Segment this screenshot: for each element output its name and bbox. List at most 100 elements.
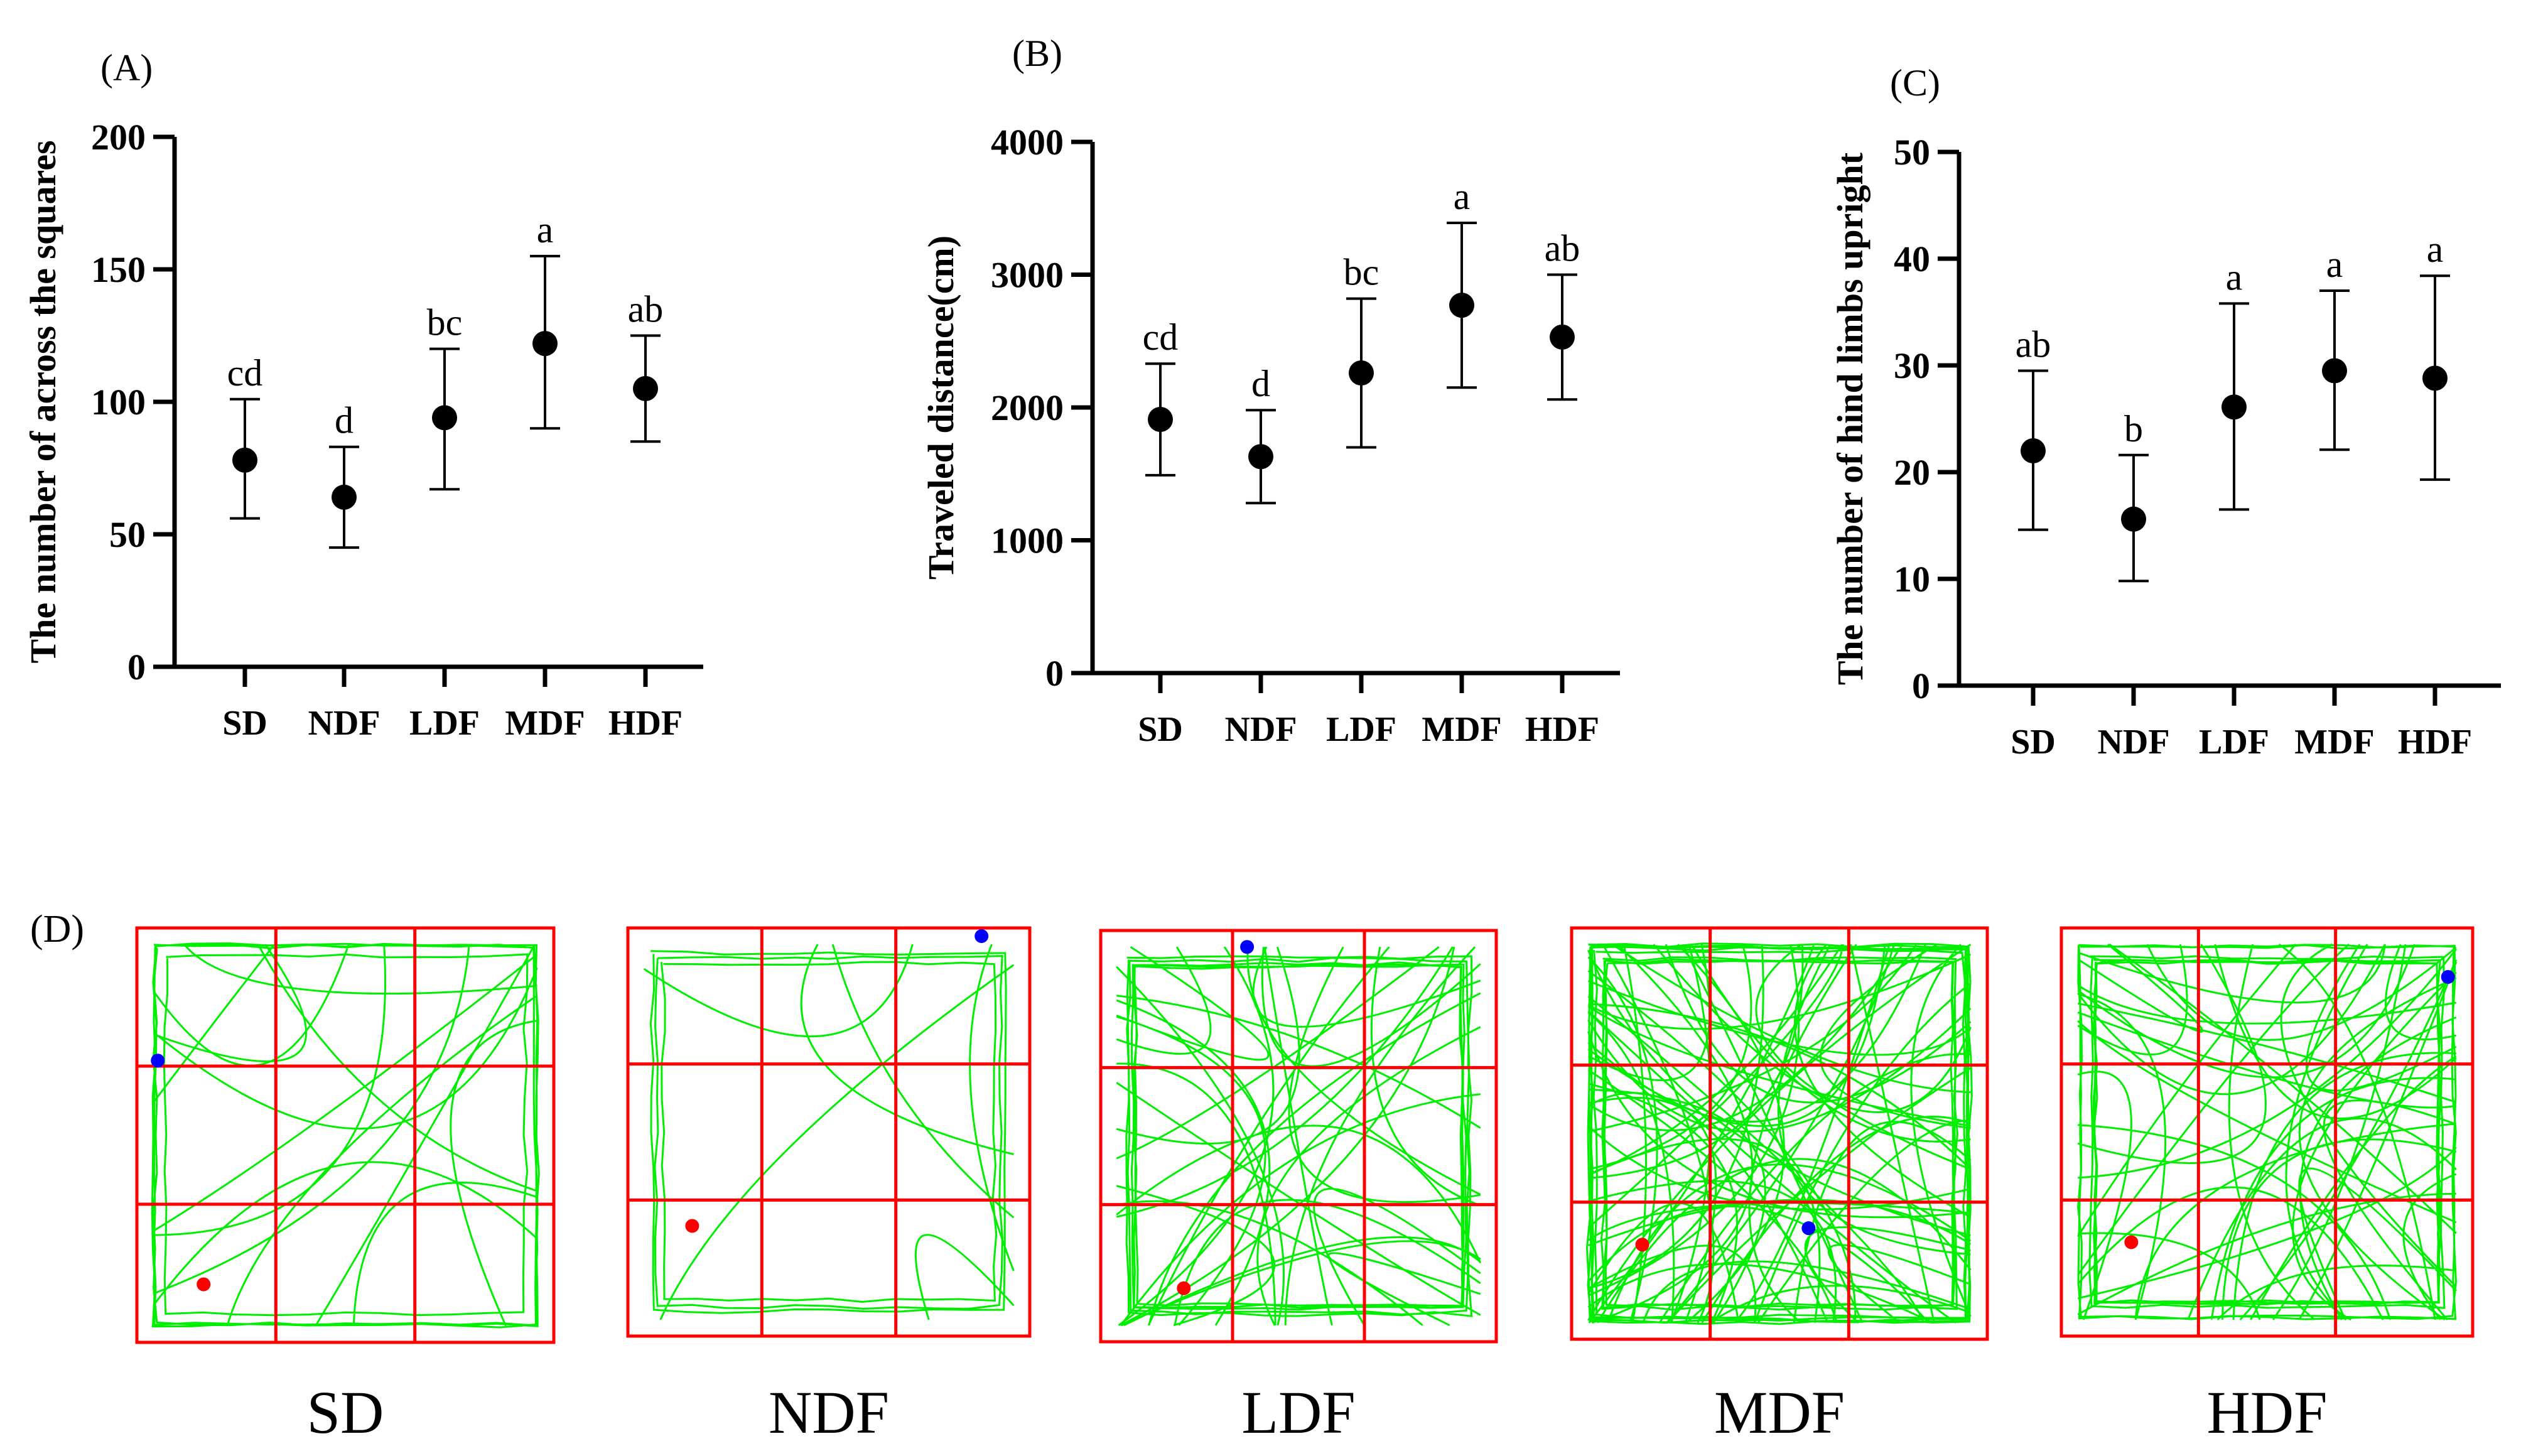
- track-arena-3: MDF: [1570, 926, 1989, 1446]
- significance-letter: d: [335, 400, 354, 441]
- start-dot: [197, 1277, 211, 1292]
- arena-border: [135, 926, 556, 1344]
- track-arena-2: LDF: [1099, 929, 1498, 1446]
- y-tick-label: 1000: [991, 520, 1064, 561]
- track-arena-1: NDF: [626, 926, 1032, 1446]
- x-tick-label: SD: [1138, 710, 1183, 749]
- significance-letter: cd: [227, 352, 263, 394]
- y-tick-label: 50: [1894, 132, 1930, 173]
- x-tick-label: SD: [222, 704, 267, 743]
- x-tick-label: LDF: [2199, 723, 2269, 762]
- data-point: [1148, 407, 1173, 433]
- x-tick-label: HDF: [608, 704, 683, 743]
- data-point: [1248, 444, 1273, 470]
- data-point: [432, 405, 457, 431]
- significance-letter: ab: [2016, 324, 2051, 365]
- x-tick-label: HDF: [1525, 710, 1599, 749]
- significance-letter: cd: [1143, 316, 1179, 358]
- significance-letter: a: [537, 209, 554, 251]
- significance-letter: a: [1454, 176, 1471, 217]
- y-tick-label: 20: [1894, 452, 1930, 493]
- x-tick-label: NDF: [1224, 710, 1297, 749]
- y-tick-label: 3000: [991, 255, 1064, 296]
- open-field-tracks: SD NDF LDF MDF HDF: [135, 926, 2475, 1446]
- y-tick-label: 10: [1894, 559, 1930, 600]
- chart-panel-0: (A) 0 50 100 150 200 The number of across the …: [23, 47, 703, 743]
- y-tick-label: 150: [91, 249, 146, 290]
- track-arena-0: SD: [135, 926, 556, 1446]
- x-tick-label: LDF: [409, 704, 480, 743]
- y-tick-label: 0: [1912, 666, 1930, 706]
- data-point: [2121, 506, 2146, 532]
- x-tick-label: MDF: [505, 704, 585, 743]
- end-dot: [1801, 1221, 1816, 1236]
- x-tick-label: MDF: [2294, 723, 2375, 762]
- significance-letter: a: [2226, 256, 2243, 298]
- data-point: [1550, 324, 1575, 350]
- track-label: SD: [307, 1379, 384, 1446]
- panel-label: (C): [1890, 62, 1940, 104]
- data-point: [532, 331, 558, 357]
- x-tick-label: SD: [2011, 723, 2056, 762]
- data-point: [1449, 293, 1474, 318]
- start-dot: [685, 1219, 699, 1233]
- significance-letter: d: [1251, 363, 1270, 404]
- trajectory-path: [151, 942, 540, 1329]
- significance-letter: bc: [427, 302, 463, 343]
- y-tick-label: 0: [127, 647, 146, 688]
- x-tick-label: NDF: [308, 704, 380, 743]
- trajectory-path: [1585, 942, 1973, 1325]
- arena-border: [2059, 926, 2475, 1338]
- arena-border: [1099, 929, 1498, 1344]
- x-tick-label: MDF: [1422, 710, 1502, 749]
- arena-border: [1570, 926, 1989, 1341]
- trajectory-path: [643, 944, 1015, 1320]
- data-point: [232, 447, 257, 473]
- track-arena-4: HDF: [2059, 926, 2475, 1446]
- significance-letter: a: [2427, 229, 2444, 270]
- panel-label: (B): [1012, 33, 1062, 74]
- x-tick-label: HDF: [2398, 723, 2472, 762]
- start-dot: [2124, 1235, 2139, 1249]
- arena-border: [626, 926, 1032, 1338]
- significance-letter: ab: [628, 289, 664, 330]
- data-point: [1349, 360, 1374, 386]
- data-point: [332, 484, 357, 510]
- data-point: [2221, 394, 2247, 420]
- y-tick-label: 2000: [991, 387, 1064, 428]
- y-tick-label: 0: [1045, 653, 1064, 694]
- significance-letter: a: [2326, 244, 2343, 285]
- trajectory-path: [1116, 946, 1482, 1327]
- track-label: MDF: [1714, 1379, 1845, 1446]
- track-label: HDF: [2206, 1379, 2327, 1446]
- start-dot: [1177, 1281, 1191, 1295]
- panel-label: (A): [100, 47, 153, 89]
- y-axis-title: Traveled distance(cm): [920, 235, 961, 580]
- end-dot: [2441, 970, 2455, 984]
- chart-panel-1: (B) 0 1000 2000 3000 4000 Traveled distance(cm…: [920, 33, 1620, 749]
- y-axis-title: The number of across the squares: [23, 140, 63, 663]
- panel-d-label: (D): [30, 908, 84, 951]
- data-point: [2322, 358, 2347, 384]
- chart-panel-2: (C) 0 10 20 30 40 50 The number of hind limbs u…: [1830, 62, 2501, 762]
- significance-letter: ab: [1545, 228, 1580, 269]
- trajectory-path: [2076, 943, 2458, 1321]
- track-label: NDF: [769, 1379, 889, 1446]
- data-point: [2021, 438, 2046, 463]
- y-tick-label: 40: [1894, 239, 1930, 279]
- track-label: LDF: [1241, 1379, 1355, 1446]
- end-dot: [1240, 940, 1255, 954]
- end-dot: [151, 1054, 165, 1068]
- start-dot: [1635, 1238, 1649, 1252]
- y-tick-label: 50: [109, 514, 146, 555]
- significance-letter: b: [2124, 408, 2143, 450]
- y-tick-label: 200: [91, 117, 146, 158]
- data-point: [633, 375, 658, 401]
- y-axis-title: The number of hind limbs upright: [1830, 152, 1871, 685]
- x-tick-label: LDF: [1326, 710, 1396, 749]
- significance-letter: bc: [1344, 252, 1379, 293]
- data-point: [2422, 365, 2448, 391]
- y-tick-label: 4000: [991, 122, 1064, 163]
